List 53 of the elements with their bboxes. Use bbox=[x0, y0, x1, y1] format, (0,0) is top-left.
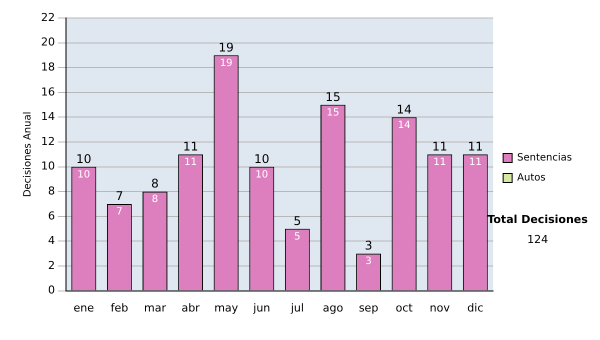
y-tick-label: 6 bbox=[48, 209, 55, 222]
y-axis-title: Decisiones Anual bbox=[22, 112, 34, 198]
data-label: 10 bbox=[77, 169, 90, 180]
total-label: 3 bbox=[364, 238, 372, 253]
data-label: 11 bbox=[184, 156, 197, 168]
data-label: 3 bbox=[365, 256, 372, 268]
total-label: 5 bbox=[294, 214, 302, 228]
data-label: 11 bbox=[468, 156, 482, 168]
x-tick-label: dic bbox=[467, 301, 484, 314]
x-tick-label: nov bbox=[430, 301, 450, 314]
total-label: 14 bbox=[396, 102, 412, 116]
y-tick-label: 18 bbox=[40, 60, 55, 74]
total-label: 10 bbox=[76, 152, 92, 166]
legend-label: Sentencias bbox=[517, 152, 572, 164]
legend-label: Autos bbox=[517, 172, 546, 184]
x-tick-label: feb bbox=[110, 301, 128, 314]
total-label: 7 bbox=[116, 189, 124, 204]
x-tick-label: ago bbox=[322, 301, 344, 314]
data-label: 7 bbox=[116, 206, 123, 218]
total-label: 10 bbox=[254, 152, 270, 166]
y-tick-label: 22 bbox=[40, 10, 55, 24]
data-label: 5 bbox=[294, 231, 301, 242]
total-label: 11 bbox=[432, 140, 448, 154]
data-label: 11 bbox=[433, 156, 446, 168]
data-label: 14 bbox=[398, 120, 411, 131]
total-label: 11 bbox=[182, 140, 198, 154]
x-tick-label: abr bbox=[181, 301, 200, 314]
y-tick-label: 16 bbox=[40, 85, 55, 98]
data-label: 8 bbox=[152, 194, 158, 206]
text: 124 bbox=[527, 232, 548, 246]
total-label: 19 bbox=[218, 40, 234, 54]
x-tick-label: jun bbox=[252, 301, 270, 314]
data-label: 19 bbox=[220, 58, 233, 69]
x-tick-label: jul bbox=[290, 301, 304, 314]
x-tick-label: oct bbox=[396, 301, 414, 314]
y-tick-label: 4 bbox=[48, 234, 55, 248]
x-tick-label: mar bbox=[144, 301, 166, 314]
x-tick-label: sep bbox=[358, 301, 378, 314]
data-label: 10 bbox=[255, 169, 268, 180]
x-tick-label: may bbox=[214, 301, 239, 314]
y-tick-label: 0 bbox=[48, 284, 55, 297]
y-tick-label: 20 bbox=[40, 36, 55, 49]
y-tick-label: 10 bbox=[40, 160, 55, 173]
total-label: 11 bbox=[468, 140, 483, 154]
annotation: Total Decisiones bbox=[487, 212, 588, 226]
y-tick-label: 14 bbox=[40, 110, 55, 124]
total-label: 15 bbox=[325, 90, 341, 104]
x-tick-label: ene bbox=[74, 301, 94, 314]
y-tick-label: 8 bbox=[48, 184, 55, 198]
data-label: 15 bbox=[326, 107, 340, 118]
y-tick-label: 2 bbox=[48, 258, 55, 272]
total-label: 8 bbox=[151, 176, 159, 191]
y-tick-label: 12 bbox=[40, 134, 55, 148]
